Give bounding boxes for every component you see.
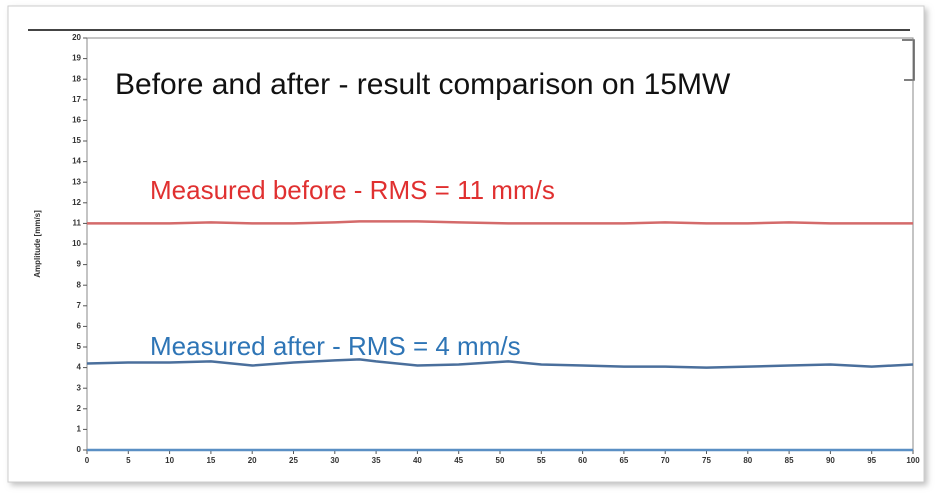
- cover: [735, 36, 915, 44]
- y-tick-label: 6: [77, 322, 82, 331]
- y-tick-label: 10: [72, 239, 81, 248]
- x-tick-label: 10: [165, 456, 174, 465]
- x-tick-label: 55: [537, 456, 546, 465]
- x-tick-label: 20: [248, 456, 257, 465]
- y-tick-label: 15: [72, 136, 81, 145]
- y-tick-label: 0: [77, 445, 82, 454]
- y-tick-label: 11: [73, 219, 82, 228]
- x-tick-label: 90: [826, 456, 835, 465]
- x-tick-label: 40: [413, 456, 422, 465]
- y-tick-label: 17: [72, 95, 81, 104]
- x-tick-label: 100: [906, 456, 920, 465]
- y-tick-label: 8: [77, 280, 82, 289]
- y-tick-label: 20: [72, 33, 81, 42]
- x-tick-label: 25: [289, 456, 298, 465]
- x-tick-label: 85: [785, 456, 794, 465]
- y-tick-label: 19: [72, 54, 81, 63]
- y-tick-label: 9: [77, 260, 82, 269]
- x-tick-label: 60: [578, 456, 587, 465]
- corner-mark: [902, 39, 915, 81]
- frame: [7, 5, 925, 483]
- y-tick-label: 2: [77, 404, 82, 413]
- y-tick-label: 18: [72, 74, 81, 83]
- y-tick-label: 5: [77, 342, 82, 351]
- y-tick-label: 12: [72, 198, 81, 207]
- y-axis-label: Amplitude [mm/s]: [33, 210, 42, 278]
- series-line: [87, 220, 913, 225]
- x-tick-label: 95: [867, 456, 876, 465]
- x-tick-label: 50: [496, 456, 505, 465]
- x-tick-label: 80: [743, 456, 752, 465]
- x-tick-label: 45: [454, 456, 463, 465]
- series-line: [86, 358, 914, 369]
- y-tick-label: 16: [72, 116, 81, 125]
- x-tick-label: 5: [126, 456, 131, 465]
- annotation: Measured after - RMS = 4 mm/s: [150, 331, 521, 361]
- x-tick-label: 30: [330, 456, 339, 465]
- x-tick-label: 0: [85, 456, 90, 465]
- y-tick-label: 3: [77, 383, 82, 392]
- y-tick-label: 14: [72, 157, 81, 166]
- x-tick-label: 75: [702, 456, 711, 465]
- x-tick-label: 65: [619, 456, 628, 465]
- x-tick-label: 70: [661, 456, 670, 465]
- chart-title: Before and after - result comparison on …: [115, 68, 731, 101]
- y-tick-label: 13: [72, 177, 81, 186]
- annotation: Measured before - RMS = 11 mm/s: [150, 175, 555, 205]
- x-tick-label: 35: [372, 456, 381, 465]
- y-tick-label: 1: [77, 425, 82, 434]
- y-tick-label: 7: [77, 301, 82, 310]
- y-tick-label: 4: [77, 363, 82, 372]
- x-tick-label: 15: [206, 456, 215, 465]
